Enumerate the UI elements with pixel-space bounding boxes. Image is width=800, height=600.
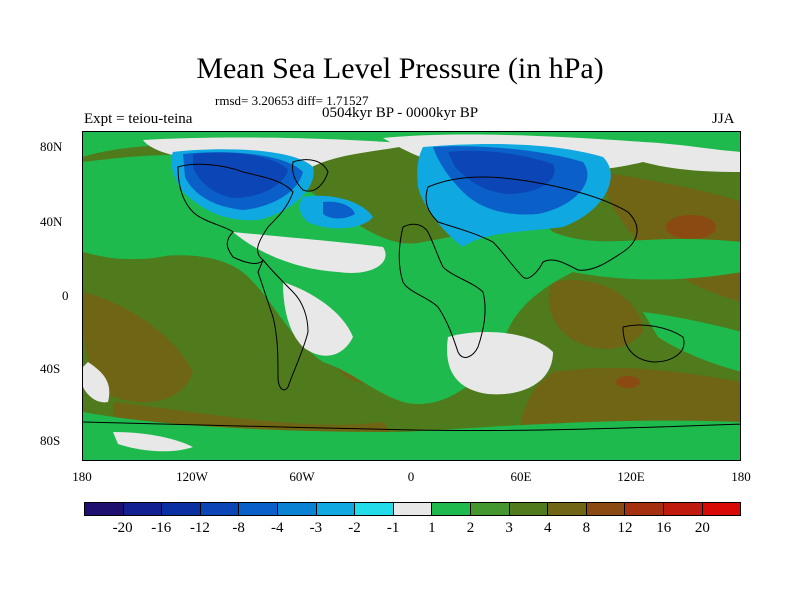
colorbar-label: -16 [151, 520, 172, 536]
colorbar-segment [277, 503, 317, 515]
colorbar-label: -2 [348, 520, 361, 536]
y-tick-0: 0 [62, 288, 69, 303]
x-tick-60e: 60E [510, 469, 532, 484]
x-tick-60w: 60W [289, 469, 315, 484]
colorbar-segment [702, 503, 741, 515]
colorbar-label: 2 [466, 520, 475, 536]
colorbar-segment [432, 503, 471, 515]
colorbar-segment [586, 503, 626, 515]
chart-title: Mean Sea Level Pressure (in hPa) [196, 52, 604, 85]
colorbar-segment [470, 503, 510, 515]
colorbar-segment [393, 503, 433, 515]
colorbar-segment [625, 503, 664, 515]
y-tick-40s: 40S [40, 361, 61, 376]
colorbar [84, 502, 741, 516]
y-tick-80s: 80S [40, 433, 61, 448]
colorbar-segment [663, 503, 703, 515]
x-tick-120w: 120W [176, 469, 208, 484]
colorbar-label: 3 [505, 520, 513, 536]
x-tick-0: 0 [407, 469, 415, 484]
colorbar-segment [239, 503, 278, 515]
colorbar-segment [123, 503, 163, 515]
colorbar-label: 8 [582, 520, 591, 536]
colorbar-label: -12 [189, 520, 210, 536]
colorbar-segment [85, 503, 124, 515]
colorbar-label: 20 [694, 520, 710, 536]
colorbar-label: 12 [617, 520, 633, 536]
colorbar-label: -8 [232, 520, 245, 536]
season-label: JJA [712, 111, 735, 127]
colorbar-segment [200, 503, 240, 515]
pressure-map [82, 131, 741, 461]
stats-label: rmsd= 3.20653 diff= 1.71527 [215, 93, 369, 108]
colorbar-segment [509, 503, 549, 515]
period-label: 0504kyr BP - 0000kyr BP [322, 105, 479, 121]
colorbar-label: 4 [544, 520, 552, 536]
x-tick-120e: 120E [617, 469, 645, 484]
colorbar-segment [548, 503, 587, 515]
x-tick-180w: 180 [72, 469, 92, 484]
colorbar-segment [162, 503, 201, 515]
colorbar-segment [355, 503, 394, 515]
colorbar-label: -4 [270, 520, 284, 536]
experiment-label: Expt = teiou-teina [84, 111, 193, 127]
colorbar-segment [316, 503, 356, 515]
field-darkblue [193, 150, 555, 198]
colorbar-label: 16 [656, 520, 672, 536]
y-tick-80n: 80N [40, 139, 63, 154]
colorbar-label: -3 [309, 520, 323, 536]
colorbar-label: 1 [428, 520, 436, 536]
colorbar-label: -20 [112, 520, 133, 536]
map-svg [83, 132, 740, 460]
y-tick-40n: 40N [40, 214, 63, 229]
coastlines [83, 159, 740, 432]
colorbar-label: -1 [386, 520, 400, 536]
x-tick-180e: 180 [731, 469, 751, 484]
